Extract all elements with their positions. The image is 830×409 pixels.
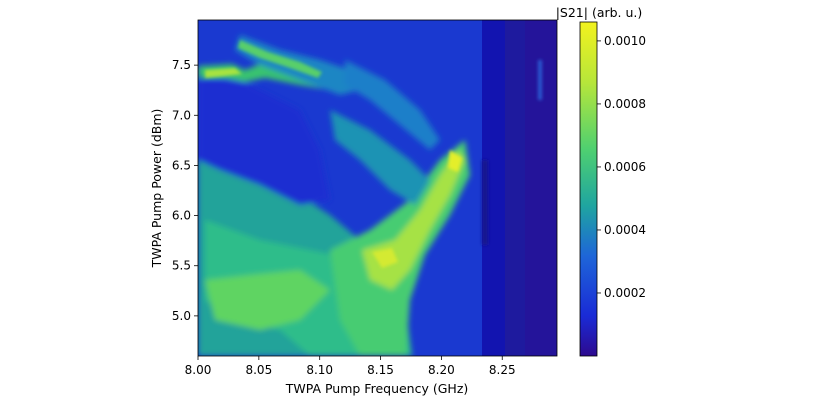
colorbar-label: |S21| (arb. u.) [556,5,643,20]
y-tick-label: 6.5 [172,158,191,172]
colorbar-ticks: 0.0002 0.0004 0.0006 0.0008 0.0010 [597,34,646,300]
y-tick-label: 7.0 [172,108,191,122]
colorbar-tick-label: 0.0010 [604,34,646,48]
y-tick-label: 5.0 [172,309,191,323]
x-tick-label: 8.00 [185,363,212,377]
x-axis-label: TWPA Pump Frequency (GHz) [285,381,469,396]
x-tick-label: 8.20 [428,363,455,377]
colorbar-tick-label: 0.0006 [604,160,646,174]
y-tick-label: 7.5 [172,58,191,72]
y-axis-label: TWPA Pump Power (dBm) [149,109,164,269]
colorbar-tick-label: 0.0004 [604,223,646,237]
x-tick-label: 8.25 [489,363,516,377]
y-axis: 5.0 5.5 6.0 6.5 7.0 7.5 [172,58,198,323]
x-tick-label: 8.10 [306,363,333,377]
y-tick-label: 5.5 [172,259,191,273]
colorbar-gradient [579,21,598,357]
plot-frame [197,19,558,357]
x-tick-label: 8.15 [367,363,394,377]
colorbar: 0.0002 0.0004 0.0006 0.0008 0.0010 |S21| (ar… [556,5,646,357]
colorbar-tick-label: 0.0008 [604,97,646,111]
x-axis: 8.00 8.05 8.10 8.15 8.20 8.25 [185,356,516,377]
heatmap-field [198,20,557,356]
colorbar-tick-label: 0.0002 [604,286,646,300]
x-tick-label: 8.05 [245,363,272,377]
y-tick-label: 6.0 [172,209,191,223]
